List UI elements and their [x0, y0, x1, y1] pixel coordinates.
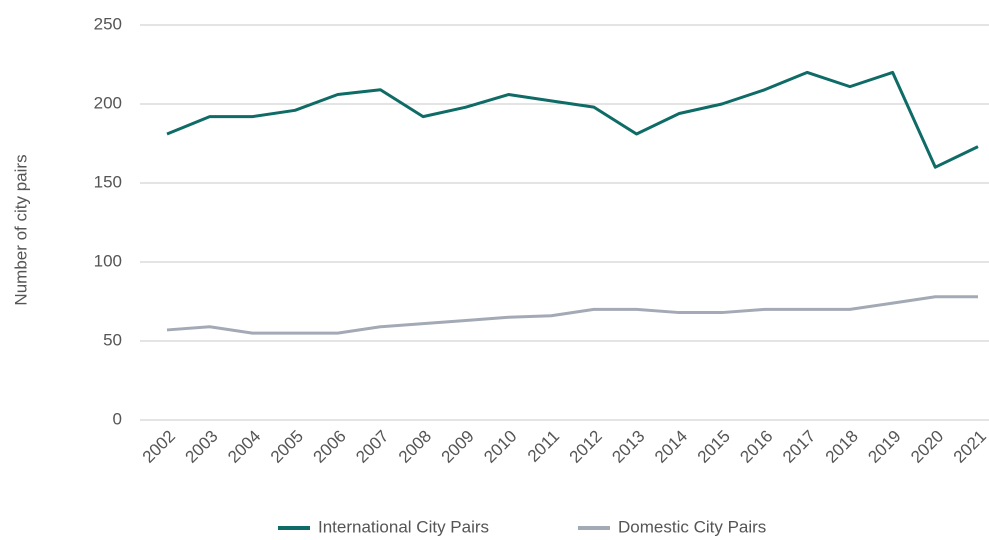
x-tick-label: 2019	[864, 427, 904, 467]
x-tick-label: 2016	[736, 427, 776, 467]
x-tick-label: 2012	[566, 427, 606, 467]
x-tick-label: 2017	[779, 427, 819, 467]
legend-label: Domestic City Pairs	[618, 517, 766, 536]
y-tick-label: 100	[94, 251, 122, 270]
x-tick-label: 2020	[907, 427, 947, 467]
y-tick-label: 50	[103, 330, 122, 349]
x-tick-label: 2015	[694, 427, 734, 467]
x-tick-label: 2010	[480, 427, 520, 467]
x-tick-label: 2014	[651, 427, 691, 467]
series-line	[166, 70, 979, 169]
y-tick-label: 150	[94, 172, 122, 191]
x-tick-label: 2004	[224, 427, 264, 467]
x-tick-label: 2009	[438, 427, 478, 467]
x-tick-label: 2005	[267, 427, 307, 467]
x-tick-label: 2002	[139, 427, 179, 467]
x-tick-label: 2011	[524, 427, 563, 466]
x-tick-label: 2007	[352, 427, 392, 467]
x-tick-label: 2006	[310, 427, 350, 467]
x-tick-label: 2013	[608, 427, 648, 467]
y-tick-label: 0	[113, 409, 122, 428]
y-axis-label: Number of city pairs	[11, 154, 30, 305]
x-tick-label: 2008	[395, 427, 435, 467]
x-tick-label: 2021	[950, 427, 989, 467]
series-line	[166, 295, 978, 335]
y-tick-label: 250	[94, 14, 122, 33]
x-tick-label: 2003	[182, 427, 222, 467]
x-tick-label: 2018	[822, 427, 862, 467]
legend-label: International City Pairs	[318, 517, 489, 536]
y-tick-label: 200	[94, 93, 122, 112]
